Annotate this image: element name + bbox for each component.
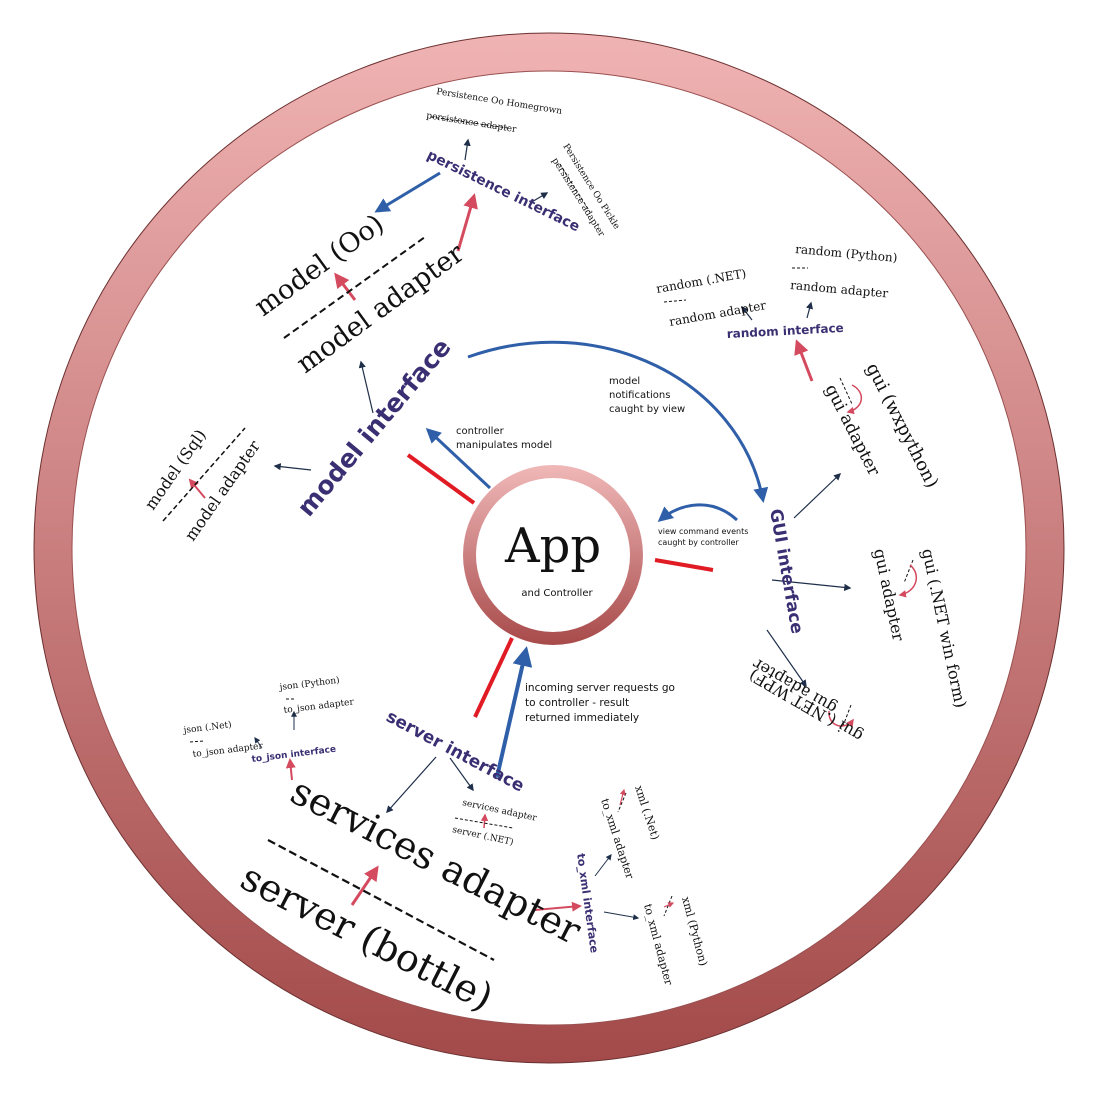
app-title: App: [504, 518, 601, 574]
separator-homegrown: [430, 116, 509, 129]
arrow-server-net-up: [480, 813, 489, 829]
separator-services: [267, 839, 495, 961]
arrow-controller-to-model: [425, 427, 492, 490]
arrow-server-requests: [495, 646, 533, 778]
arrow-gui-iface-to-wpf: [766, 629, 807, 688]
separator-winform: [903, 559, 914, 584]
red-connector-gui: [654, 558, 714, 572]
annotation-server-requests-line3: returned immediately: [525, 712, 639, 724]
annotation-server-requests-line2: to controller - result: [525, 697, 629, 709]
separator-model-oo: [283, 236, 426, 339]
annotation-view-commands-line1: view command events: [658, 527, 748, 536]
arrow-services-adapter-up: [350, 865, 379, 906]
separator-xml-net: [617, 792, 627, 813]
arrow-to-json-iface-up: [285, 758, 296, 781]
separator-wpf: [842, 704, 852, 727]
arrow-persistence-to-homegrown: [463, 138, 471, 161]
separator-pickle: [559, 163, 591, 213]
curve-wx-adapter: [846, 384, 862, 415]
arrow-random-to-net: [741, 305, 753, 321]
arrow-xml-iface-to-net: [594, 854, 612, 877]
curve-winform-adapter: [898, 564, 918, 598]
annotation-notifications-line3: caught by view: [609, 404, 685, 415]
arrow-model-iface-to-sql: [273, 463, 312, 471]
arrow-persistence-to-pickle: [529, 192, 549, 204]
curve-wpf-adapter: [828, 710, 854, 728]
app-core: [476, 478, 630, 632]
app-subtitle: and Controller: [521, 588, 593, 599]
arrow-sql-adapter-up: [188, 478, 206, 499]
random-interface-label: random interface: [726, 321, 844, 341]
annotation-notifications-line2: notifications: [609, 390, 670, 401]
arrow-wx-to-random: [794, 339, 814, 382]
arrow-xml-net-up: [619, 788, 626, 806]
arrow-services-to-xml: [534, 901, 582, 912]
arrow-json-iface-to-net: [254, 737, 263, 749]
arrow-server-iface-to-small-services: [449, 757, 474, 792]
arrow-xml-python-up: [663, 902, 675, 908]
arrow-model-iface-to-oo: [358, 360, 374, 414]
annotation-notifications-line1: model: [609, 376, 640, 387]
arrow-view-commands: [657, 503, 739, 522]
annotation-server-requests-line1: incoming server requests go: [525, 682, 675, 694]
red-connector-server: [473, 637, 514, 718]
arrow-oo-adapter-up: [334, 272, 357, 301]
arrow-server-iface-to-services: [386, 756, 437, 814]
separator-model-sql: [162, 427, 246, 522]
arrow-xml-iface-to-python: [603, 911, 640, 921]
separator-json-net: [189, 740, 205, 743]
arrow-adapter-to-persistence: [456, 193, 478, 252]
arrow-gui-iface-to-winform: [771, 579, 852, 591]
separator-random-net: [663, 299, 687, 303]
arrow-gui-iface-to-wx: [793, 473, 842, 519]
arrow-random-to-python: [806, 301, 813, 319]
annotation-controller-line1: controller: [456, 426, 505, 437]
red-connector-model: [406, 453, 476, 505]
annotation-view-commands-line2: caught by controller: [658, 538, 739, 547]
arrow-model-notifications: [467, 340, 769, 503]
arrow-persistence-to-model: [374, 171, 441, 213]
annotation-controller-line2: manipulates model: [456, 440, 552, 451]
